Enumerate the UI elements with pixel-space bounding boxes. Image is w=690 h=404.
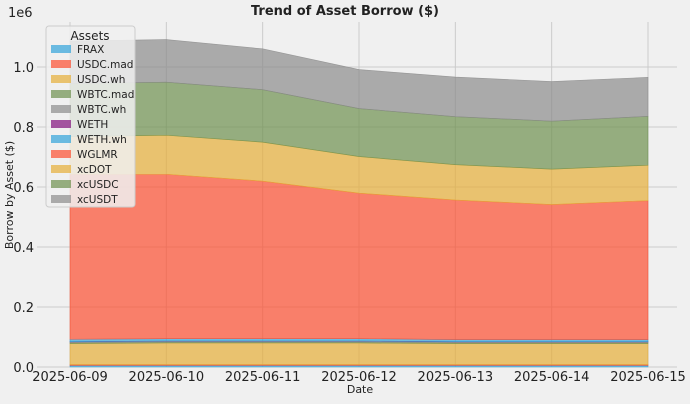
legend-swatch-xcusdt xyxy=(51,195,71,203)
legend-swatch-wbtc-mad xyxy=(51,90,71,98)
x-tick-label: 2025-06-15 xyxy=(610,370,686,385)
legend-swatch-frax xyxy=(51,45,71,53)
legend-label-xcusdt: xcUSDT xyxy=(77,194,118,206)
x-tick-label: 2025-06-13 xyxy=(418,370,494,385)
legend-swatch-wbtc-wh xyxy=(51,105,71,113)
legend-swatch-wglmr xyxy=(51,150,71,158)
legend-label-weth-wh: WETH.wh xyxy=(77,134,127,146)
y-offset-text: 1e6 xyxy=(8,6,33,21)
x-axis-label: Date xyxy=(347,383,374,396)
legend-swatch-usdc-mad xyxy=(51,60,71,68)
legend-swatch-weth-wh xyxy=(51,135,71,143)
legend-label-usdc-mad: USDC.mad xyxy=(77,59,133,71)
legend-label-xcdot: xcDOT xyxy=(77,164,112,176)
x-tick-label: 2025-06-12 xyxy=(321,370,397,385)
legend-label-wbtc-wh: WBTC.wh xyxy=(77,104,126,116)
axes: 0.0 0.2 0.4 0.6 0.8 1.0 2025-06-09 2025-06-10 20… xyxy=(13,61,685,385)
legend-label-frax: FRAX xyxy=(77,44,104,56)
y-tick-label: 0.8 xyxy=(13,121,34,136)
x-tick-label: 2025-06-14 xyxy=(514,370,590,385)
y-tick-label: 0.6 xyxy=(13,181,34,196)
chart-title: Trend of Asset Borrow ($) xyxy=(251,4,439,19)
legend-box xyxy=(45,25,136,208)
y-tick-label: 0.4 xyxy=(13,241,34,256)
x-tick-label: 2025-06-10 xyxy=(129,370,205,385)
y-axis-label: Borrow by Asset ($) xyxy=(3,141,16,249)
y-tick-label: 0.2 xyxy=(13,301,34,316)
area-usdc-wh xyxy=(69,342,649,365)
x-tick-label: 2025-06-09 xyxy=(32,370,108,385)
legend-label-xcusdc: xcUSDC xyxy=(77,179,119,191)
legend-label-wglmr: WGLMR xyxy=(77,149,118,161)
legend-swatch-xcusdc xyxy=(51,180,71,188)
legend-label-weth: WETH xyxy=(77,119,108,131)
area-series xyxy=(69,39,649,368)
x-tick-label: 2025-06-11 xyxy=(225,370,301,385)
legend-label-usdc-wh: USDC.wh xyxy=(77,74,125,86)
legend-swatch-weth xyxy=(51,120,71,128)
legend-label-wbtc-mad: WBTC.mad xyxy=(77,89,134,101)
legend-swatch-xcdot xyxy=(51,165,71,173)
legend: Assets FRAX USDC.mad USDC.wh WBTC.mad WBTC.w… xyxy=(45,25,136,208)
area-xcusdt xyxy=(69,39,649,122)
legend-title: Assets xyxy=(70,29,109,43)
y-tick-label: 1.0 xyxy=(13,61,34,76)
y-tick-label: 0.0 xyxy=(13,361,34,376)
legend-swatch-usdc-wh xyxy=(51,75,71,83)
